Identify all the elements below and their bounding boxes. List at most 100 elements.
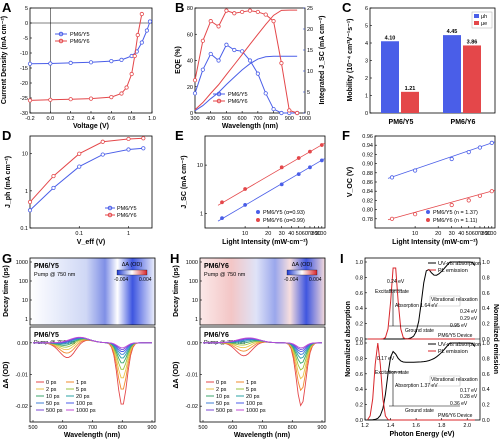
panel-g-colorbar-max: 0.004 bbox=[139, 277, 152, 283]
tick-label: 1.0 bbox=[482, 341, 490, 347]
tick-label: 100 bbox=[189, 279, 198, 285]
tick-label: 2.0 bbox=[463, 423, 471, 429]
tick-label: 600 bbox=[228, 425, 237, 431]
legend-label: 0 ps bbox=[46, 380, 57, 386]
panel-e-y5-point bbox=[319, 158, 324, 163]
tick-label: 40 bbox=[458, 231, 464, 237]
panel-c-letter: C bbox=[342, 0, 352, 15]
panel-e-legend: PM6/Y5 (α=0.93) PM6/Y6 (α=0.99) bbox=[256, 210, 305, 224]
legend-label: 100 ps bbox=[246, 401, 263, 407]
tick-label: 0.90 bbox=[362, 162, 373, 168]
panel-e-y6-point bbox=[279, 165, 284, 170]
panel-i-xticks: 1.2 1.4 1.6 1.8 2.0 bbox=[361, 418, 471, 429]
panel-g-heatmap bbox=[30, 258, 155, 325]
panel-b-legend: PM6/Y5 PM6/Y6 bbox=[213, 91, 248, 105]
panel-a-y6-point bbox=[68, 97, 73, 102]
tick-label: 0 bbox=[25, 21, 28, 27]
panel-b-eqe-y5-point bbox=[263, 91, 268, 96]
panel-e-y6-point bbox=[296, 156, 301, 160]
panel-h-heatmap-frame bbox=[199, 257, 326, 326]
tick-label: 2 bbox=[365, 76, 368, 82]
legend-label: 500 ps bbox=[46, 408, 63, 414]
panel-a-series bbox=[27, 11, 153, 103]
panel-h-subtitle: Pump @ 750 nm bbox=[204, 272, 246, 278]
tick-label: 20 bbox=[187, 85, 193, 91]
tick-label: -25 bbox=[20, 96, 28, 102]
panel-h-colorbar-max: 0.004 bbox=[309, 277, 322, 283]
tick-label: 1.0 bbox=[355, 260, 363, 266]
tick-label: 800 bbox=[118, 425, 127, 431]
panel-i-bot-exc: Excitation state bbox=[375, 370, 409, 376]
panel-b-eqe-y6-point bbox=[200, 38, 205, 43]
tick-label: 0.6 bbox=[355, 372, 363, 378]
tick-label: 1.0 bbox=[355, 341, 363, 347]
tick-label: 4 bbox=[365, 41, 368, 47]
panel-f-fit-y6 bbox=[387, 189, 495, 221]
panel-i: I 1.2 1.4 1.6 1.8 2.0 0.0 0.0 0.2 0.2 0.4 0.4 0.6 0… bbox=[340, 251, 499, 438]
legend-label: 2 ps bbox=[46, 387, 57, 393]
legend-label: 100 ps bbox=[76, 401, 93, 407]
tick-label: 800 bbox=[288, 425, 297, 431]
panel-f-fit-y5 bbox=[387, 141, 495, 179]
tick-label: 0 bbox=[365, 111, 368, 117]
panel-c-legend-e: μe bbox=[481, 21, 487, 27]
panel-b-eqe-y5-point bbox=[255, 71, 260, 76]
panel-f-xlabel: Light Intensity (mW·cm⁻²) bbox=[392, 239, 478, 246]
tick-label: 30 bbox=[449, 231, 455, 237]
panel-a-y5-point bbox=[139, 40, 144, 45]
panel-b-y2ticks: 0 5 10 15 20 25 bbox=[303, 6, 313, 117]
tick-label: 10 bbox=[242, 231, 248, 237]
panel-i-legend-pl: PL emission bbox=[438, 268, 468, 274]
panel-g-bottom-yticks: 0.00 -0.01 -0.02 bbox=[15, 341, 32, 410]
panel-h-legend: 0 ps 1 ps 2 ps 5 ps 10 ps 20 ps 50 ps 100 ps 500… bbox=[206, 380, 266, 414]
panel-h-colorbar bbox=[286, 269, 318, 276]
panel-i-emission-1 bbox=[367, 342, 475, 421]
tick-label: 600 bbox=[238, 116, 247, 122]
panel-i-bot-e4: 0.36 eV bbox=[450, 401, 468, 407]
tick-label: 70 bbox=[307, 231, 313, 237]
tick-label: -15 bbox=[20, 66, 28, 72]
tick-label: 40 bbox=[187, 59, 193, 65]
panel-g: G PM6/Y5 Pump @ 750 nm ΔA (OD) -0.004 0.… bbox=[2, 251, 157, 439]
panel-h-colorbar-label: ΔA (OD) bbox=[292, 262, 313, 268]
tick-label: 0.78 bbox=[362, 217, 373, 223]
panel-a-y5-point bbox=[68, 60, 73, 66]
panel-h-top-yticks: 1000 100 10 1 bbox=[186, 260, 202, 323]
tick-label: 30 bbox=[279, 231, 285, 237]
tick-label: 50 bbox=[296, 231, 302, 237]
panel-e-fit-y6 bbox=[217, 142, 326, 206]
panel-c-cat-y6: PM6/Y6 bbox=[451, 119, 476, 126]
panel-b-series bbox=[192, 8, 300, 116]
panel-g-spectra bbox=[33, 336, 152, 405]
legend-label: 50 ps bbox=[216, 401, 230, 407]
panel-e-ylabel: J_SC (mA cm⁻²) bbox=[181, 155, 188, 208]
panel-g-title2: PM6/Y5 bbox=[34, 332, 59, 339]
panel-a-y5-point bbox=[119, 57, 124, 63]
tick-label: 1.0 bbox=[482, 260, 490, 266]
tick-label: -0.01 bbox=[15, 373, 28, 379]
panel-d-y5-line bbox=[29, 147, 144, 211]
panel-e-y5-point bbox=[308, 165, 312, 170]
panel-d-y6-point bbox=[27, 199, 33, 205]
tick-label: 900 bbox=[317, 425, 326, 431]
panel-c-legend-h: μh bbox=[481, 14, 487, 20]
legend-label: 500 ps bbox=[216, 408, 233, 414]
panel-i-y2label: Normalized emission bbox=[492, 304, 499, 374]
panel-f-y5-point bbox=[489, 140, 494, 145]
tick-label: -0.02 bbox=[15, 404, 28, 410]
panel-a-y6-point bbox=[132, 53, 137, 59]
tick-label: 0.2 bbox=[482, 403, 490, 409]
panel-d-series bbox=[27, 136, 146, 213]
panel-c-bars: 4.10 1.21 4.45 3.86 bbox=[381, 29, 481, 114]
panel-i-top-e2: 0.24 eV bbox=[460, 309, 478, 315]
panel-d-y5-point bbox=[126, 147, 131, 152]
panel-i-bot-device: PM6/Y6 Device bbox=[438, 413, 473, 419]
panel-b-eqe-y5-point bbox=[216, 58, 221, 63]
panel-a-yticks: 5 0 -5 -10 -15 -20 -25 -30 bbox=[20, 6, 32, 117]
panel-g-bottom-ylabel: ΔA (OD) bbox=[3, 362, 10, 389]
panel-a-y6-point bbox=[124, 85, 129, 90]
tick-label: 0 bbox=[307, 111, 310, 117]
tick-label: 700 bbox=[88, 425, 97, 431]
panel-c-bar bbox=[401, 91, 419, 113]
tick-label: 0.4 bbox=[355, 306, 363, 312]
